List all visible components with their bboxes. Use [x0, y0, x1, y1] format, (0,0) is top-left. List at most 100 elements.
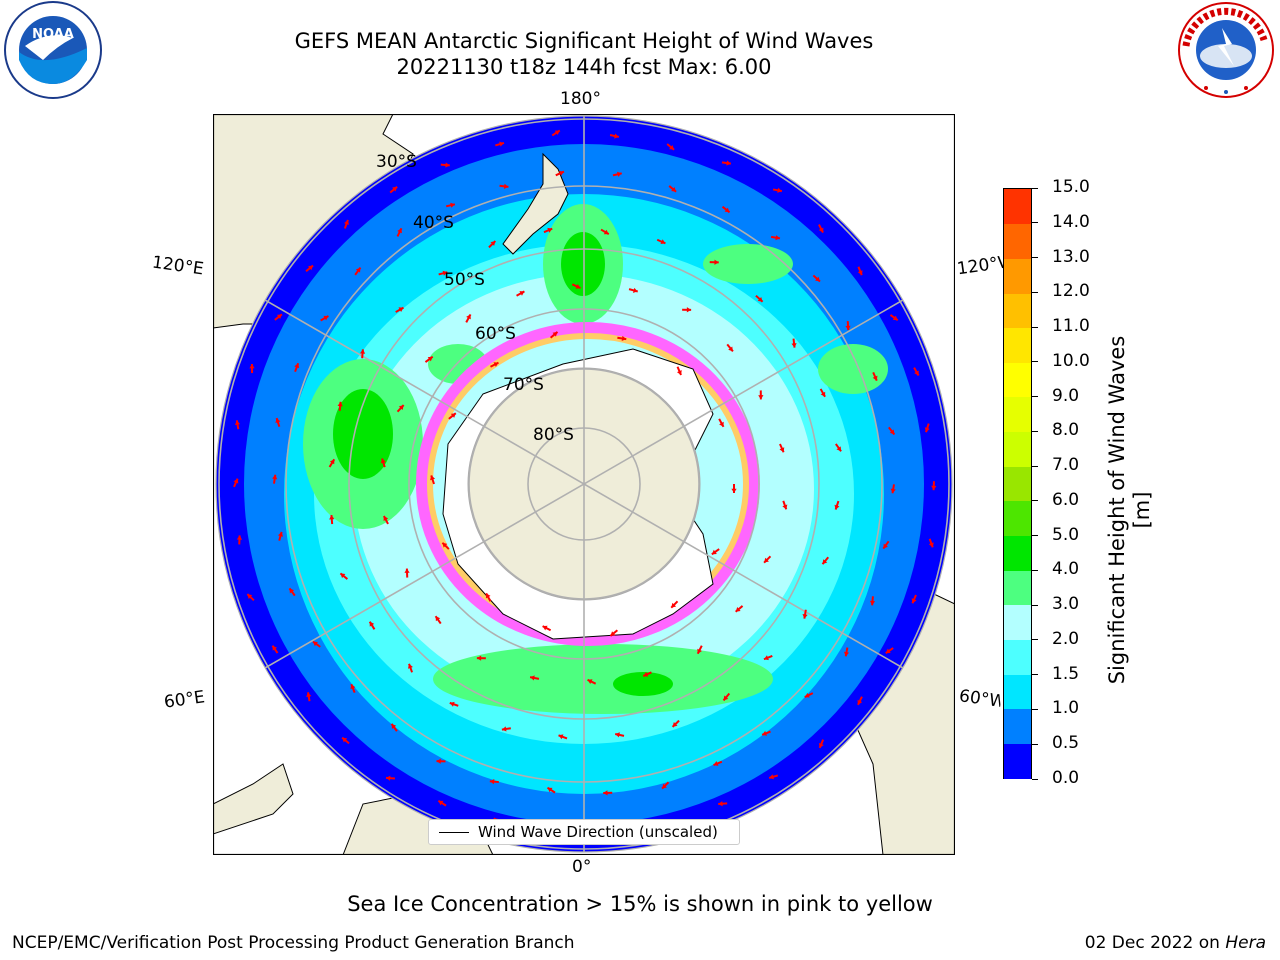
date-host: Hera [1225, 933, 1266, 953]
wave-direction-arrow [721, 160, 732, 166]
wave-direction-arrow [763, 655, 773, 661]
wave-direction-arrow [600, 228, 610, 235]
wave-direction-arrow [911, 594, 917, 604]
lon-label-120w: 120°W [955, 252, 1008, 280]
lat-label-70s: 70°S [503, 375, 544, 395]
lon-label-60w: 60°W [957, 686, 1003, 712]
colorbar-segment [1004, 743, 1031, 779]
wind-wave-vectors [233, 129, 937, 838]
chart-subtitle: 20221130 t18z 144h fcst Max: 6.00 [396, 55, 772, 79]
colorbar-tick-label: 6.0 [1052, 489, 1080, 510]
wave-direction-arrow [328, 458, 336, 468]
wave-direction-arrow [726, 343, 734, 353]
colorbar-segment [1004, 292, 1031, 329]
colorbar-segment [1004, 708, 1031, 744]
wave-direction-arrow [343, 219, 349, 229]
wave-direction-arrow [843, 647, 850, 657]
wave-direction-arrow [339, 572, 349, 580]
wave-direction-arrow [246, 593, 255, 602]
wave-direction-arrow [772, 187, 783, 193]
colorbar-tick-mark [1032, 430, 1038, 432]
lon-label-180: 180° [560, 89, 601, 109]
wave-direction-arrow [834, 500, 840, 510]
wave-direction-arrow [890, 484, 896, 494]
colorbar-tick-label: 10.0 [1052, 350, 1090, 371]
colorbar-tick-mark [1032, 569, 1038, 571]
colorbar-tick-mark [1032, 743, 1038, 745]
wave-direction-arrow [885, 647, 894, 654]
wave-direction-arrow [395, 306, 404, 313]
colorbar-tick-label: 7.0 [1052, 455, 1080, 476]
wave-direction-arrow [779, 443, 785, 453]
wave-direction-arrow [758, 390, 764, 400]
wave-direction-arrow [542, 625, 552, 632]
wave-direction-arrow [617, 335, 627, 342]
wave-direction-arrow [722, 692, 731, 702]
wave-direction-arrow [390, 723, 398, 732]
wave-direction-arrow [913, 367, 920, 376]
wave-direction-arrow [612, 171, 622, 177]
wave-direction-arrow [770, 235, 781, 241]
wave-direction-arrow [529, 675, 540, 681]
colorbar-segment [1004, 189, 1031, 225]
wave-direction-arrow [755, 294, 764, 303]
wave-direction-arrow [696, 645, 703, 655]
wave-direction-arrow [609, 629, 619, 637]
wave-direction-arrow [543, 227, 553, 234]
wave-direction-arrow [465, 313, 472, 323]
colorbar-tick-label: 8.0 [1052, 420, 1080, 441]
noaa-logo: NOAA [4, 1, 102, 99]
colorbar-tick-label: 4.0 [1052, 559, 1080, 580]
wave-direction-arrow [791, 338, 797, 348]
wave-direction-arrow [718, 801, 728, 807]
lat-label-30s: 30°S [376, 152, 417, 172]
wave-direction-arrow [396, 227, 403, 237]
wave-direction-arrow [516, 290, 525, 297]
map-frame [213, 114, 955, 855]
wave-direction-arrow [671, 719, 680, 728]
wave-direction-arrow [889, 314, 899, 322]
legend-line-swatch [439, 832, 469, 833]
colorbar-segment [1004, 362, 1031, 398]
colorbar [1003, 188, 1032, 779]
colorbar-tick-label: 15.0 [1052, 177, 1090, 197]
wave-direction-arrow [488, 240, 497, 249]
wave-direction-arrow [277, 531, 284, 541]
legend-label: Wind Wave Direction (unscaled) [478, 823, 718, 841]
wave-direction-arrow [872, 371, 878, 382]
colorbar-segment [1004, 604, 1031, 640]
wave-direction-arrow [489, 779, 499, 785]
wave-direction-arrow [857, 696, 863, 706]
lat-label-80s: 80°S [533, 425, 574, 445]
wave-direction-arrow [359, 349, 366, 359]
wave-direction-arrow [609, 133, 620, 139]
wave-direction-arrow [668, 185, 677, 193]
graticule [216, 116, 952, 852]
colorbar-tick-mark [1032, 396, 1038, 398]
wave-direction-arrow [485, 592, 492, 602]
wave-direction-arrow [882, 540, 890, 550]
colorbar-tick-mark [1032, 361, 1038, 363]
wave-direction-arrow [857, 266, 863, 276]
wave-direction-arrow [329, 514, 335, 525]
map-legend: Wind Wave Direction (unscaled) [428, 819, 740, 845]
nws-logo [1178, 2, 1274, 98]
wave-direction-arrow [735, 605, 744, 613]
wave-direction-arrow [288, 587, 296, 597]
wave-direction-arrow [835, 443, 842, 452]
colorbar-segment [1004, 223, 1031, 259]
wave-direction-arrow [804, 692, 814, 698]
colorbar-tick-mark [1032, 674, 1038, 676]
colorbar-tick-label: 1.0 [1052, 698, 1080, 719]
colorbar-tick-mark [1032, 187, 1038, 189]
colorbar-segment [1004, 466, 1031, 502]
colorbar-tick-mark [1032, 500, 1038, 502]
wave-direction-arrow [761, 730, 771, 736]
wave-direction-arrow [476, 655, 486, 661]
wave-direction-arrow [404, 568, 410, 578]
wave-direction-arrow [587, 678, 597, 685]
lat-label-60s: 60°S [475, 324, 516, 344]
colorbar-segment [1004, 639, 1031, 675]
wave-direction-arrow [440, 162, 450, 168]
wave-direction-arrow [368, 621, 376, 630]
